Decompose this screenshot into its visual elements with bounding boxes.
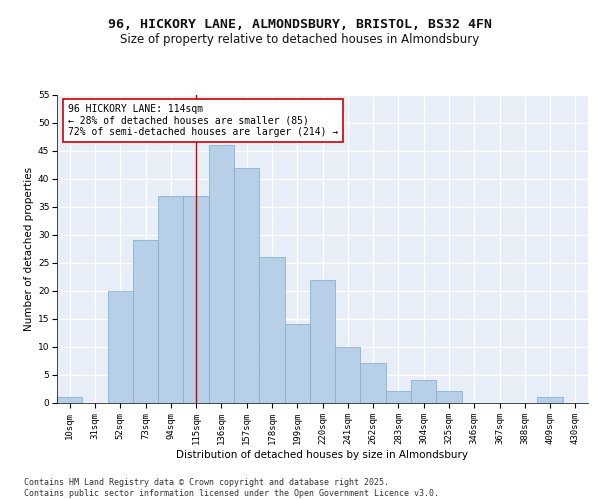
Bar xyxy=(361,364,386,403)
Bar xyxy=(184,196,209,402)
Text: 96 HICKORY LANE: 114sqm
← 28% of detached houses are smaller (85)
72% of semi-de: 96 HICKORY LANE: 114sqm ← 28% of detache… xyxy=(68,104,338,138)
Y-axis label: Number of detached properties: Number of detached properties xyxy=(23,166,34,331)
X-axis label: Distribution of detached houses by size in Almondsbury: Distribution of detached houses by size … xyxy=(176,450,469,460)
Text: 96, HICKORY LANE, ALMONDSBURY, BRISTOL, BS32 4FN: 96, HICKORY LANE, ALMONDSBURY, BRISTOL, … xyxy=(108,18,492,30)
Bar xyxy=(107,290,133,403)
Bar xyxy=(538,397,563,402)
Bar xyxy=(259,257,284,402)
Bar xyxy=(57,397,82,402)
Bar xyxy=(411,380,436,402)
Bar xyxy=(158,196,184,402)
Bar xyxy=(335,346,361,403)
Bar xyxy=(284,324,310,402)
Bar xyxy=(133,240,158,402)
Bar xyxy=(234,168,259,402)
Bar xyxy=(209,146,234,402)
Text: Size of property relative to detached houses in Almondsbury: Size of property relative to detached ho… xyxy=(121,32,479,46)
Bar xyxy=(310,280,335,402)
Text: Contains HM Land Registry data © Crown copyright and database right 2025.
Contai: Contains HM Land Registry data © Crown c… xyxy=(24,478,439,498)
Bar xyxy=(386,392,411,402)
Bar xyxy=(436,392,461,402)
